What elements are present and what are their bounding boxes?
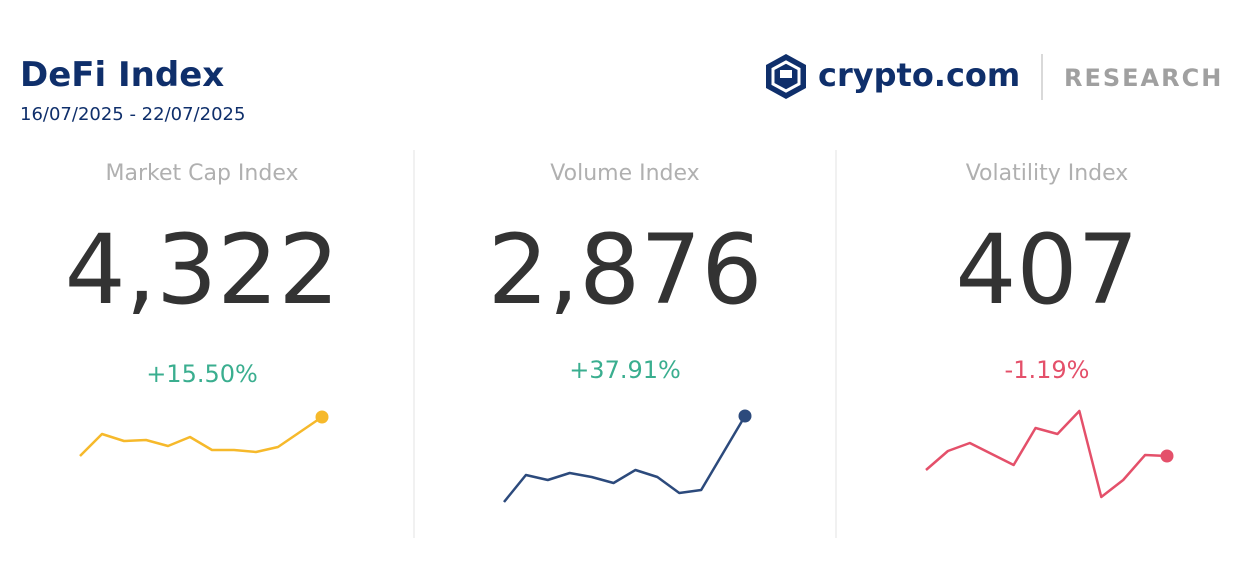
card-label: Market Cap Index <box>106 161 299 186</box>
sparkline <box>925 409 1168 499</box>
title: DeFi Index <box>20 55 224 95</box>
card-label: Volume Index <box>550 161 699 186</box>
card-change: +37.91% <box>569 356 681 384</box>
card-value: 407 <box>955 214 1138 326</box>
sparkline <box>503 415 747 503</box>
brand-logo <box>766 54 806 99</box>
sparkline <box>79 415 323 457</box>
sparkline-end-dot <box>1160 449 1174 463</box>
sparkline-end-dot <box>315 410 329 424</box>
date-range: 16/07/2025 - 22/07/2025 <box>20 104 245 125</box>
section-name: RESEARCH <box>1064 64 1223 92</box>
card-label: Volatility Index <box>966 161 1129 186</box>
card-value: 4,322 <box>65 214 340 326</box>
sparkline-end-dot <box>738 409 752 423</box>
brand-name: crypto.com <box>818 56 1020 94</box>
card-change: -1.19% <box>1005 356 1090 384</box>
card-change: +15.50% <box>146 360 258 388</box>
card-value: 2,876 <box>488 214 763 326</box>
